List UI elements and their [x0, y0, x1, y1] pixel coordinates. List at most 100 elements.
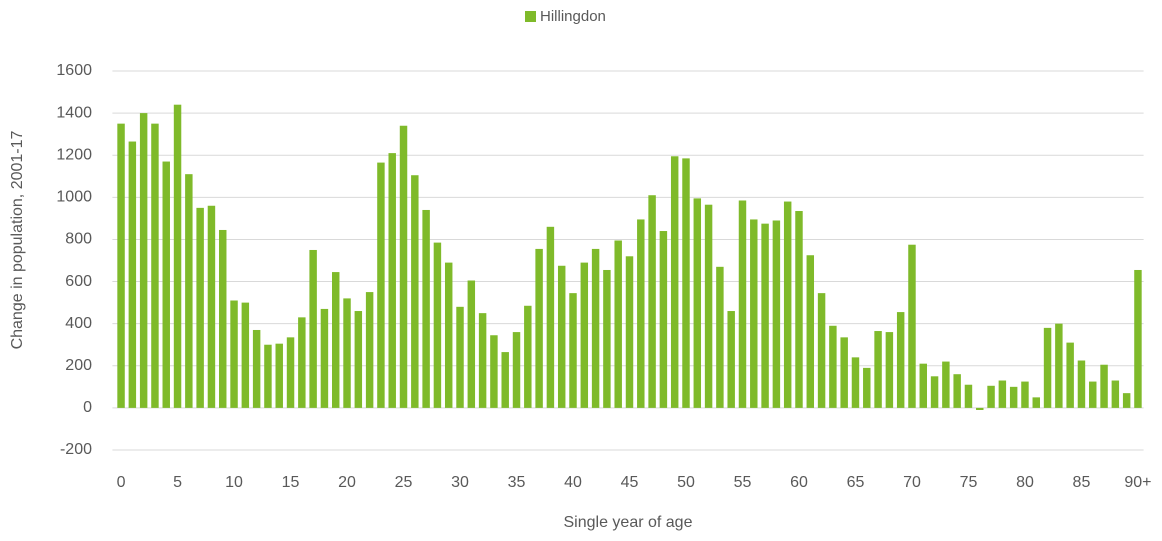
bar	[614, 240, 622, 408]
bar	[456, 306, 464, 408]
bar	[433, 242, 442, 408]
bar	[557, 265, 566, 408]
bar	[1021, 381, 1029, 408]
bar	[976, 407, 984, 410]
bar	[1043, 327, 1052, 408]
bar	[354, 311, 363, 408]
bar	[795, 211, 803, 408]
bar	[704, 204, 713, 408]
bar	[1032, 397, 1040, 408]
legend-label: Hillingdon	[540, 8, 606, 25]
y-tick-label: 0	[83, 399, 92, 416]
bar	[275, 343, 283, 408]
bar	[377, 162, 385, 408]
x-tick-label: 5	[173, 474, 182, 491]
bar	[252, 329, 261, 408]
bar	[591, 248, 600, 408]
bar	[919, 363, 928, 408]
x-tick-label: 0	[117, 474, 126, 491]
bar	[185, 174, 193, 408]
bar	[682, 158, 690, 408]
bar	[1009, 386, 1018, 408]
bar	[783, 201, 792, 408]
x-tick-label: 75	[960, 474, 978, 491]
bar	[535, 248, 543, 408]
bar	[930, 376, 939, 408]
x-tick-label: 70	[903, 474, 921, 491]
bar	[716, 266, 724, 408]
y-tick-label: 1400	[56, 104, 92, 121]
bar	[1055, 323, 1063, 408]
x-tick-label: 35	[508, 474, 526, 491]
bar	[806, 255, 815, 408]
bar	[840, 337, 848, 408]
x-tick-label: 10	[225, 474, 243, 491]
legend-swatch	[525, 11, 536, 22]
bar	[987, 385, 995, 408]
bar	[309, 249, 317, 408]
bar	[207, 205, 216, 408]
x-tick-label: 25	[395, 474, 413, 491]
bar	[444, 262, 453, 408]
bar	[1066, 342, 1074, 408]
bar	[829, 325, 837, 408]
bar	[569, 293, 577, 408]
y-tick-label: 200	[65, 357, 92, 374]
y-tick-label: 400	[65, 315, 92, 332]
bar	[603, 269, 611, 408]
bar	[885, 332, 894, 408]
bar	[1089, 381, 1097, 408]
bar	[117, 123, 125, 408]
bar	[851, 357, 860, 408]
y-tick-label: 1200	[56, 146, 92, 163]
y-axis-label: Change in population, 2001-17	[9, 130, 26, 349]
bar	[863, 367, 871, 408]
bar	[727, 311, 735, 408]
bar	[298, 317, 306, 408]
bar	[365, 292, 374, 408]
bar	[738, 200, 747, 408]
bar	[637, 219, 645, 408]
bar	[942, 361, 950, 408]
bar	[964, 384, 973, 408]
bar	[331, 272, 340, 408]
bar	[320, 308, 329, 408]
bar	[953, 374, 961, 408]
bar	[817, 293, 826, 408]
y-tick-label: 800	[65, 231, 92, 248]
bar	[286, 337, 295, 408]
x-tick-label: 60	[790, 474, 808, 491]
x-tick-label: 50	[677, 474, 695, 491]
bar	[230, 300, 238, 408]
bar	[772, 220, 781, 408]
x-axis-label: Single year of age	[564, 514, 693, 531]
bar	[196, 207, 204, 408]
y-tick-label: -200	[60, 441, 92, 458]
bar	[908, 244, 916, 408]
x-tick-label: 15	[282, 474, 300, 491]
x-tick-label: 90+	[1124, 474, 1151, 491]
bar	[874, 331, 882, 408]
x-tick-label: 80	[1016, 474, 1034, 491]
bar	[524, 305, 532, 408]
bar	[399, 125, 408, 408]
bar	[162, 161, 170, 408]
y-tick-label: 600	[65, 273, 92, 290]
x-tick-label: 40	[564, 474, 582, 491]
bar	[693, 198, 702, 408]
bar	[343, 298, 351, 408]
bar	[1134, 269, 1142, 408]
bar	[625, 256, 634, 408]
bar	[896, 312, 905, 408]
bar	[490, 335, 498, 408]
bar	[151, 123, 159, 408]
bar	[139, 113, 148, 408]
bar	[241, 302, 250, 408]
bar	[388, 153, 396, 408]
bar	[128, 141, 137, 408]
x-tick-label: 45	[621, 474, 639, 491]
x-tick-label: 65	[847, 474, 865, 491]
y-tick-label: 1600	[56, 62, 92, 79]
bar	[219, 229, 227, 408]
